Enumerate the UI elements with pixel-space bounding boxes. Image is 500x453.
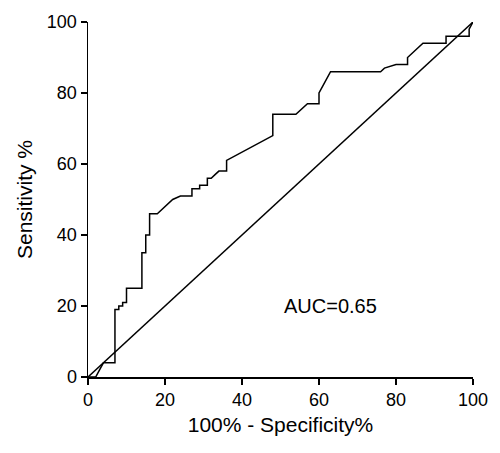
- svg-text:Sensitivity %: Sensitivity %: [13, 140, 36, 259]
- svg-text:60: 60: [57, 154, 77, 174]
- svg-text:AUC=0.65: AUC=0.65: [284, 295, 377, 317]
- svg-text:60: 60: [309, 390, 329, 410]
- svg-text:20: 20: [57, 296, 77, 316]
- svg-text:80: 80: [57, 83, 77, 103]
- svg-text:0: 0: [83, 390, 93, 410]
- svg-text:40: 40: [232, 390, 252, 410]
- svg-text:100: 100: [47, 12, 77, 32]
- svg-text:80: 80: [386, 390, 406, 410]
- svg-text:20: 20: [155, 390, 175, 410]
- svg-text:100: 100: [458, 390, 488, 410]
- svg-text:40: 40: [57, 225, 77, 245]
- svg-text:100% - Specificity%: 100% - Specificity%: [188, 413, 374, 436]
- svg-text:0: 0: [67, 367, 77, 387]
